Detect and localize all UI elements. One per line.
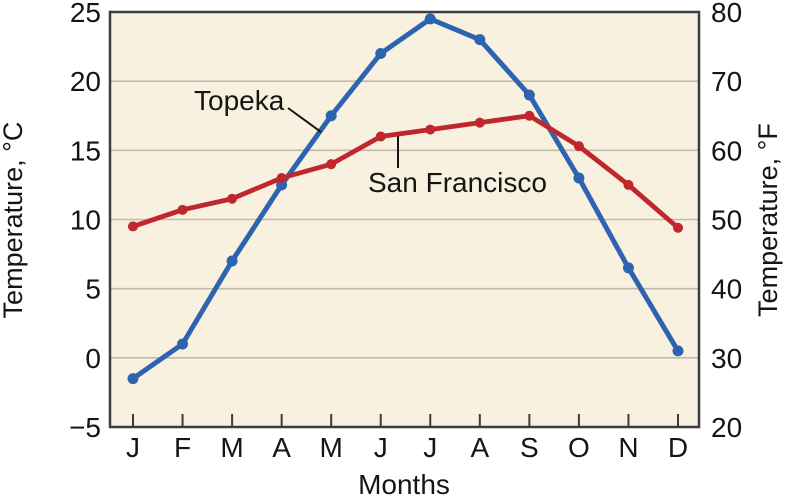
annotation-san-francisco: San Francisco [368,136,547,198]
data-point [227,193,238,204]
data-point [573,141,584,152]
topeka-leader-line [287,107,322,133]
data-point [474,34,486,46]
month-label: J [374,432,388,463]
topeka-label: Topeka [194,85,285,116]
data-point [673,222,683,233]
month-label: F [174,432,191,463]
data-point [622,262,634,274]
data-point [523,89,535,101]
y-right-tick-label: 60 [711,135,742,166]
data-point [177,338,189,350]
series-line [130,16,681,382]
month-label: D [668,432,688,463]
y-right-tick-labels: 80 70 60 50 40 30 20 [711,0,742,443]
month-label: A [470,432,489,463]
data-point [623,179,634,190]
data-point [127,373,139,385]
y-left-axis-title: Temperature, °C [0,122,28,319]
y-right-tick-label: 50 [711,205,742,236]
month-label: M [220,432,243,463]
data-point [375,131,386,142]
y-left-tick-label: 15 [70,135,101,166]
data-point [573,172,585,184]
data-point [177,204,188,215]
y-right-tick-label: 80 [711,0,742,28]
data-point [425,124,436,135]
data-point [276,173,287,183]
month-label: J [423,432,437,463]
data-point [375,48,387,59]
annotation-topeka: Topeka [194,85,322,133]
x-axis-title: Months [358,469,450,500]
y-left-tick-label: −5 [69,412,101,443]
san-francisco-label: San Francisco [368,167,547,198]
y-right-tick-label: 40 [711,274,742,305]
y-left-tick-label: 10 [70,205,101,236]
month-label: J [126,432,140,463]
y-left-tick-label: 20 [70,66,101,97]
data-point [325,110,337,122]
data-point [474,117,485,128]
y-right-tick-label: 70 [711,66,742,97]
month-label: A [272,432,291,463]
series-topeka [127,13,684,385]
y-right-axis-title: Temperature, °F [753,123,783,317]
y-right-tick-label: 30 [711,343,742,374]
x-axis-ticks [132,414,679,426]
series-lines [127,13,684,385]
month-label: S [520,432,539,463]
series-san-francisco [128,110,683,233]
y-left-tick-labels: 25 20 15 10 5 0 −5 [69,0,101,443]
data-point [326,159,337,170]
data-point [672,345,684,357]
y-right-tick-label: 20 [711,412,742,443]
month-label: O [568,432,590,463]
y-left-tick-label: 0 [85,343,101,374]
month-label: N [618,432,638,463]
data-point [128,221,138,232]
y-left-tick-label: 5 [85,274,101,305]
y-left-tick-label: 25 [70,0,101,28]
month-label: M [320,432,343,463]
data-point [524,110,535,121]
data-point [226,255,238,267]
data-point [424,13,436,25]
plot-border [108,10,701,429]
series-line [130,113,681,231]
